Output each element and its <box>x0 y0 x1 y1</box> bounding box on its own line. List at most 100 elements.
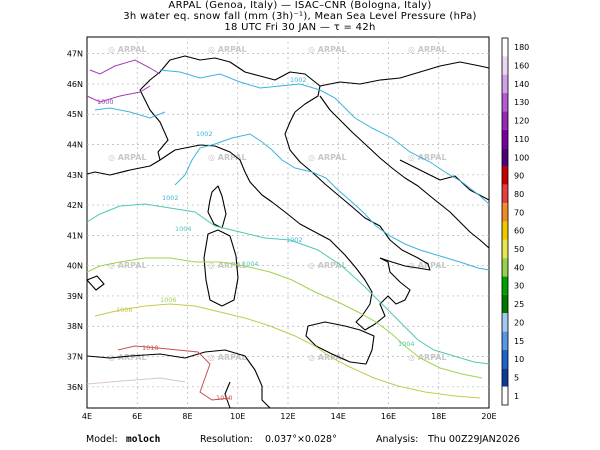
analysis-label: Analysis: <box>376 434 419 445</box>
watermark-text: ◎ ARPAL <box>108 261 147 270</box>
longitude-tick-label: 20E <box>481 412 496 421</box>
longitude-tick-label: 12E <box>280 412 295 421</box>
colorbar-label: 180 <box>514 43 529 52</box>
longitude-tick-label: 6E <box>132 412 142 421</box>
colorbar-label: 40 <box>514 263 524 272</box>
colorbar-label: 60 <box>514 227 524 236</box>
colorbar-swatch <box>502 56 508 75</box>
latitude-tick-label: 40N <box>67 262 83 271</box>
colorbar-label: 140 <box>514 80 529 89</box>
longitude-tick-label: 14E <box>331 412 346 421</box>
isobar-label: 1002 <box>290 76 307 84</box>
colorbar-label: 160 <box>514 62 529 71</box>
colorbar-label: 15 <box>514 337 524 346</box>
colorbar-swatch <box>502 368 508 387</box>
watermark-text: ◎ ARPAL <box>108 353 147 362</box>
longitude-tick-label: 4E <box>82 412 92 421</box>
isobar-label: 1004 <box>242 260 259 268</box>
latitude-tick-label: 44N <box>67 141 83 150</box>
latitude-tick-label: 36N <box>67 383 83 392</box>
colorbar-label: 50 <box>514 245 524 254</box>
isobar-1006 <box>86 257 483 379</box>
colorbar-swatch <box>502 258 508 277</box>
model-label: Model: <box>86 434 118 445</box>
latitude-axis: 47N 46N 45N 44N 43N 42N 41N 40N 39N 38N 37N 36N <box>67 50 83 392</box>
africa-coast <box>86 349 271 409</box>
watermark-text: ◎ ARPAL <box>208 45 247 54</box>
latitude-tick-label: 42N <box>67 201 83 210</box>
isobars <box>86 59 490 401</box>
watermark-layer: ◎ ARPAL ◎ ARPAL ◎ ARPAL ◎ ARPAL ◎ ARPAL ◎ ARP… <box>108 45 447 362</box>
longitude-axis: 4E 6E 8E 10E 12E 14E 16E 18E 20E <box>82 412 497 421</box>
watermark-text: ◎ ARPAL <box>408 261 447 270</box>
colorbar: 1801601401301201101009080706050403025201… <box>501 37 529 406</box>
balkan-coast <box>319 95 490 249</box>
colorbar-label: 70 <box>514 208 524 217</box>
colorbar-swatch <box>502 38 508 57</box>
watermark-text: ◎ ARPAL <box>308 45 347 54</box>
isobar-label: 1004 <box>175 225 192 233</box>
isobar-1000 <box>89 59 161 75</box>
isobar-label: 1002 <box>286 236 303 244</box>
sardinia <box>203 229 239 307</box>
isobar-label: 1004 <box>398 340 415 348</box>
isobar-1002 <box>94 69 490 205</box>
colorbar-swatch <box>502 349 508 369</box>
colorbar-swatch <box>502 239 508 259</box>
colorbar-swatch <box>502 129 508 149</box>
watermark-text: ◎ ARPAL <box>408 45 447 54</box>
watermark-text: ◎ ARPAL <box>208 353 247 362</box>
colorbar-swatch <box>502 276 508 295</box>
colorbar-swatch <box>502 148 508 167</box>
colorbar-frame <box>501 37 509 406</box>
colorbar-label: 25 <box>514 300 524 309</box>
colorbar-swatch <box>502 221 508 240</box>
colorbar-swatch <box>502 184 508 204</box>
latitude-tick-label: 41N <box>67 231 83 240</box>
watermark-text: ◎ ARPAL <box>408 153 447 162</box>
latitude-tick-label: 46N <box>67 80 83 89</box>
longitude-tick-label: 16E <box>381 412 396 421</box>
header-valid-time: 18 UTC Fri 30 JAN — τ = 42h <box>224 22 376 33</box>
france-italy-border <box>139 89 201 161</box>
isobar-1000b <box>86 85 151 103</box>
sicily <box>305 321 375 365</box>
resolution-label: Resolution: <box>200 434 253 445</box>
watermark-text: ◎ ARPAL <box>308 353 347 362</box>
header-variables: 3h water eq. snow fall (mm (3h)⁻¹), Mean… <box>123 11 477 22</box>
colorbar-label: 5 <box>514 373 519 382</box>
watermark-text: ◎ ARPAL <box>108 45 147 54</box>
colorbar-swatch <box>502 93 508 112</box>
isobar-1010 <box>117 345 231 401</box>
colorbar-label: 1 <box>514 392 519 401</box>
isobar-label: 1002 <box>196 130 213 138</box>
isobar-label: 1000 <box>97 98 114 106</box>
latitude-tick-label: 43N <box>67 171 83 180</box>
colorbar-swatch <box>502 386 508 405</box>
isobar-labels: 1000 1002 1002 1002 1004 1002 1004 1006 … <box>97 76 415 402</box>
isobar-label: 1010 <box>216 394 233 402</box>
isobar-1004 <box>86 203 490 365</box>
colorbar-label: 130 <box>514 98 529 107</box>
colorbar-label: 100 <box>514 153 529 162</box>
header-title: ARPAL (Genoa, Italy) — ISAC–CNR (Bologna… <box>168 0 432 11</box>
colorbar-label: 20 <box>514 318 524 327</box>
isobar-1010b <box>86 377 186 385</box>
colorbar-swatch <box>502 331 508 350</box>
colorbar-swatch <box>502 166 508 185</box>
resolution-value: 0.037°×0.028° <box>265 434 337 445</box>
isobar-1008 <box>94 303 481 399</box>
isobar-label: 1008 <box>116 306 133 314</box>
colorbar-swatch <box>502 111 508 130</box>
latitude-tick-label: 47N <box>67 50 83 59</box>
isobar-label: 1002 <box>162 194 179 202</box>
colorbar-label: 80 <box>514 190 524 199</box>
analysis-value: Thu 00Z29JAN2026 <box>428 434 520 445</box>
colorbar-swatch <box>502 294 508 314</box>
watermark-text: ◎ ARPAL <box>208 261 247 270</box>
model-value: moloch <box>126 434 161 445</box>
balkan-border <box>319 61 490 201</box>
watermark-text: ◎ ARPAL <box>308 261 347 270</box>
longitude-tick-label: 8E <box>182 412 192 421</box>
